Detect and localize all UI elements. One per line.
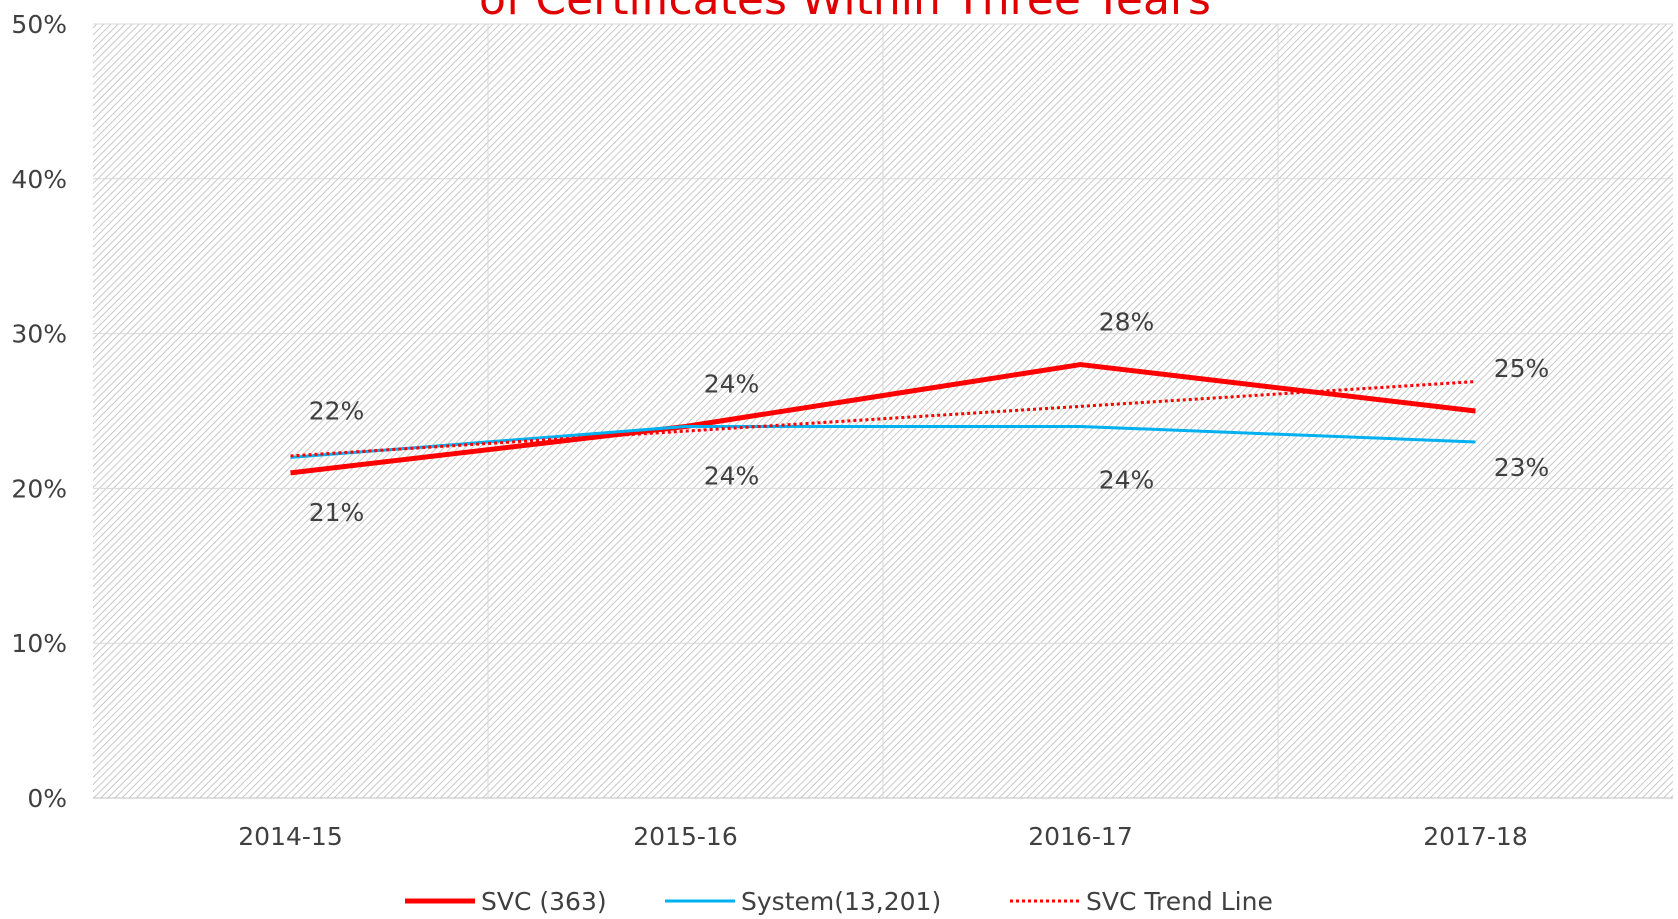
data-label: 21% (309, 498, 365, 527)
series-line (290, 424, 1476, 459)
legend-label: System(13,201) (741, 887, 941, 916)
data-label: 22% (309, 396, 365, 425)
y-tick-label: 40% (11, 165, 67, 194)
legend-label: SVC Trend Line (1086, 887, 1273, 916)
x-tick-label: 2015-16 (633, 822, 737, 851)
x-tick-label: 2014-15 (238, 822, 342, 851)
data-label: 24% (1099, 465, 1155, 494)
y-tick-label: 10% (11, 629, 67, 658)
y-tick-label: 0% (27, 784, 67, 813)
data-label: 28% (1099, 308, 1155, 337)
data-label: 24% (704, 461, 760, 490)
y-tick-label: 30% (11, 320, 67, 349)
x-tick-label: 2017-18 (1423, 822, 1527, 851)
y-tick-label: 50% (11, 10, 67, 39)
x-tick-label: 2016-17 (1028, 822, 1132, 851)
data-label: 25% (1494, 354, 1550, 383)
legend-label: SVC (363) (481, 887, 607, 916)
chart-title: of Certificates Within Three Years (479, 0, 1211, 25)
y-tick-label: 20% (11, 474, 67, 503)
data-label: 24% (704, 369, 760, 398)
data-label: 23% (1494, 453, 1550, 482)
series-line (290, 362, 1476, 476)
